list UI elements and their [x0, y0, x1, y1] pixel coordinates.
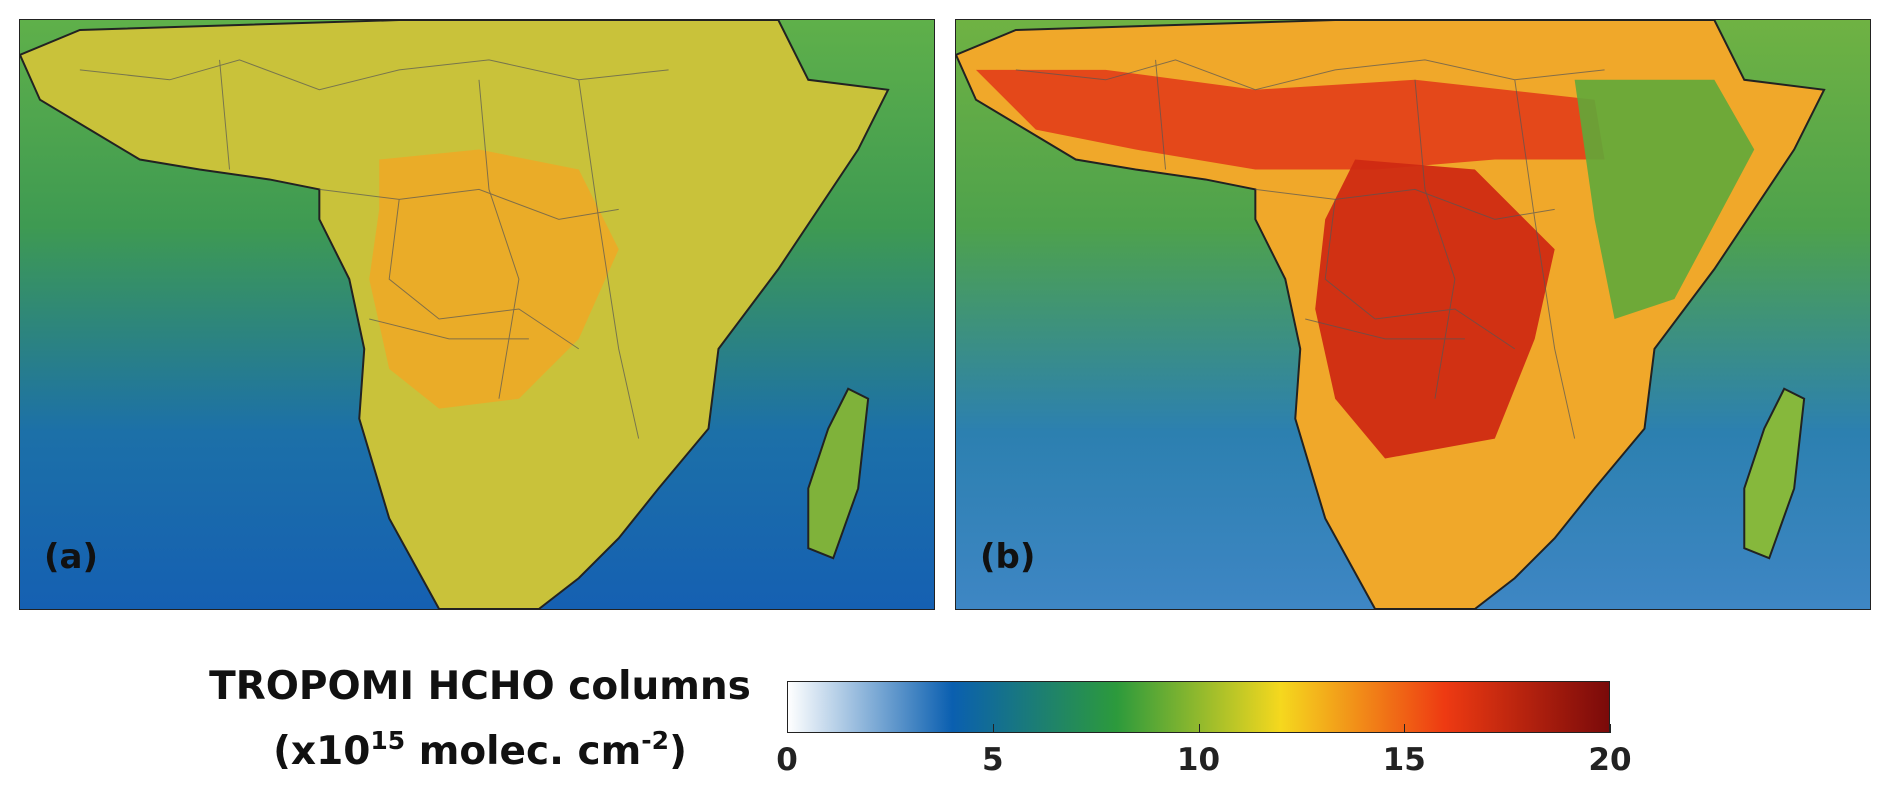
colorbar-tick-label: 10	[1176, 742, 1221, 778]
country-borders	[1015, 59, 1605, 439]
panel-label-b: (b)	[980, 537, 1036, 577]
map-panel-b: (b)	[955, 19, 1871, 610]
colorbar-tick-mark	[992, 724, 994, 733]
east-africa-low	[1574, 79, 1755, 319]
country-borders	[79, 59, 669, 439]
colorbar-tick-mark	[1404, 724, 1406, 733]
southern-fire-belt	[1315, 159, 1555, 459]
colorbar-tick-label: 0	[776, 742, 798, 778]
colorbar-tick-label: 15	[1382, 742, 1426, 778]
colorbar-title: TROPOMI HCHO columns (x1015 molec. cm-2)	[195, 660, 765, 779]
colorbar-tick-mark	[1610, 724, 1611, 733]
hotspot	[369, 149, 619, 409]
hcho-map-a	[20, 20, 934, 609]
panel-label-a: (a)	[44, 537, 99, 577]
madagascar	[807, 387, 870, 560]
colorbar-tick-mark	[787, 724, 788, 733]
map-panel-a: (a)	[19, 19, 935, 610]
colorbar-tick-mark	[1198, 724, 1200, 733]
madagascar	[1743, 387, 1806, 560]
colorbar-tick-label: 5	[981, 742, 1004, 778]
hcho-map-b	[956, 20, 1870, 609]
colorbar-title-line2: (x1015 molec. cm-2)	[273, 726, 687, 774]
colorbar-tick-label: 20	[1588, 742, 1632, 778]
northern-fire-belt	[975, 69, 1605, 170]
colorbar-title-line1: TROPOMI HCHO columns	[209, 664, 751, 709]
